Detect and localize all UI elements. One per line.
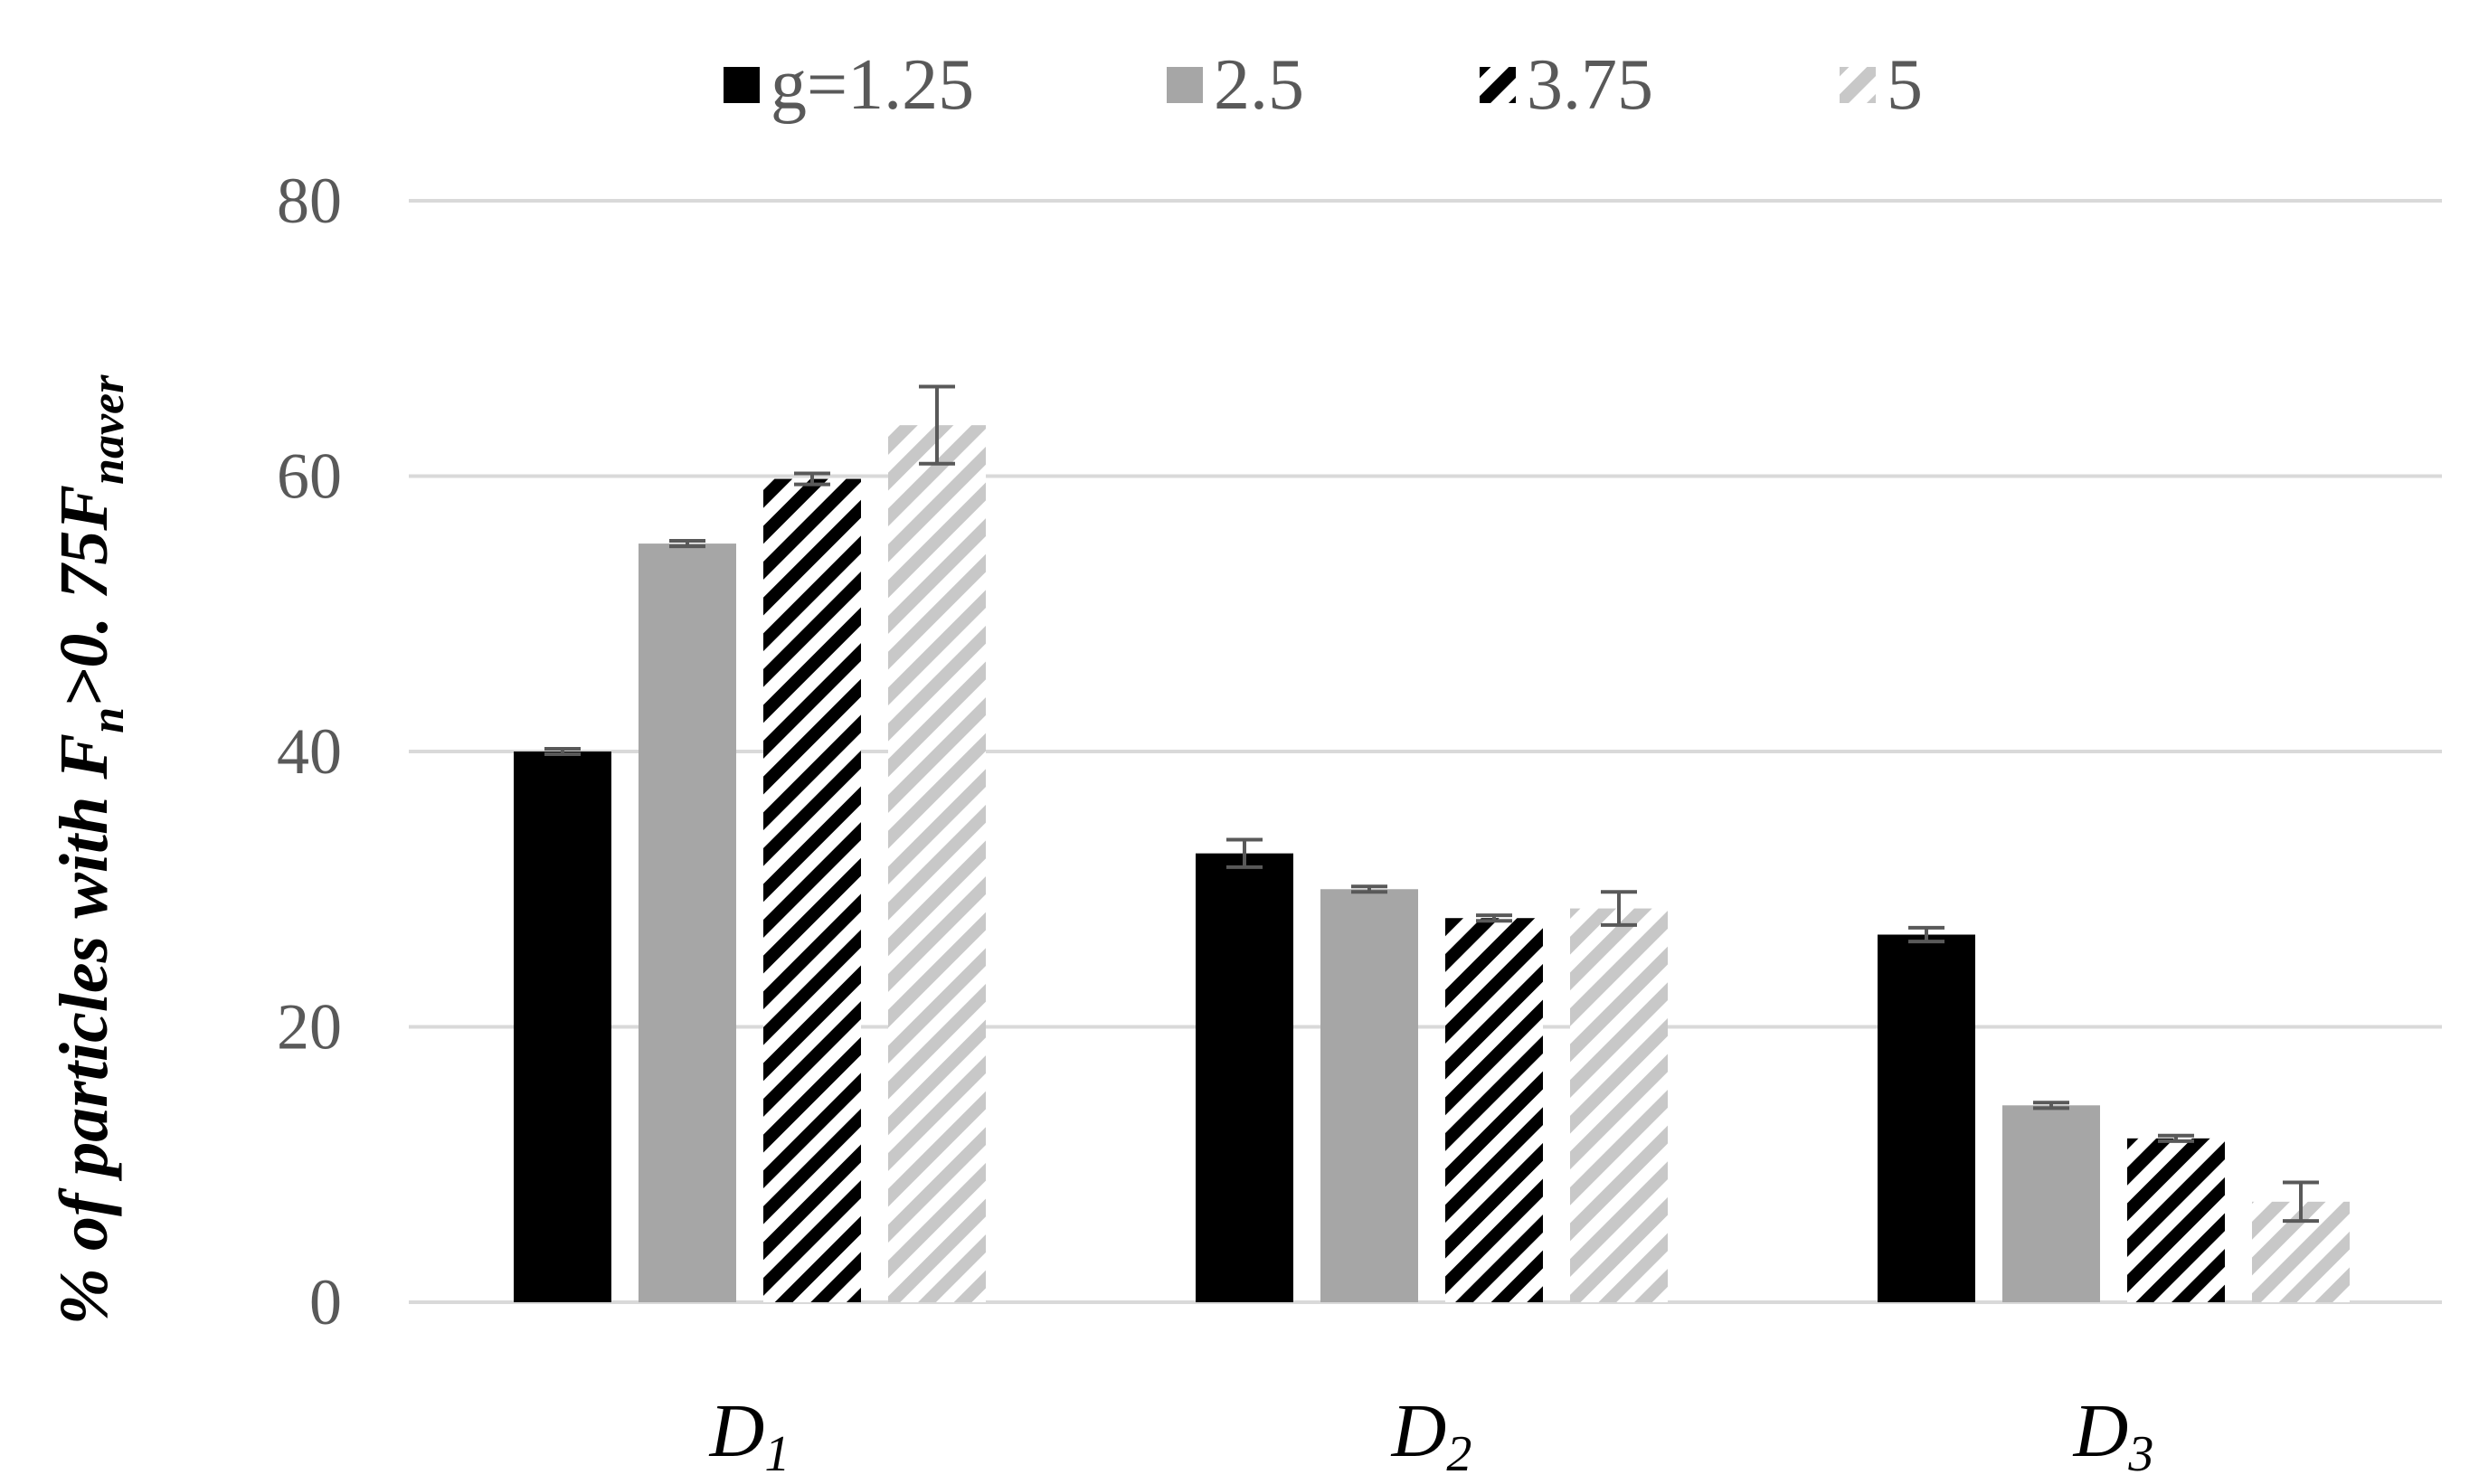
error-bars bbox=[544, 384, 2319, 1224]
bars bbox=[514, 425, 2350, 1303]
y-tick-label-60: 60 bbox=[277, 440, 342, 513]
bar-3.75-cat1 bbox=[763, 478, 861, 1302]
y-tick-label-20: 20 bbox=[277, 991, 342, 1063]
x-axis-categories: D1 D2 D3 bbox=[709, 1389, 2154, 1482]
bar-g=1.25-cat3 bbox=[1878, 934, 1975, 1302]
bar-3.75-cat2 bbox=[1445, 918, 1543, 1302]
bar-g=1.25-cat2 bbox=[1196, 853, 1293, 1302]
error-bar-5-cat3 bbox=[2283, 1180, 2319, 1224]
legend-item-2.5: 2.5 bbox=[1167, 45, 1304, 125]
y-axis-title-prefix: % of particles with F bbox=[46, 733, 122, 1325]
error-bar-2.5-cat3 bbox=[2033, 1101, 2069, 1111]
legend-label-3.75: 3.75 bbox=[1527, 45, 1653, 125]
bar-5-cat1 bbox=[888, 425, 986, 1303]
legend-swatch-3.75 bbox=[1480, 67, 1516, 103]
error-bar-g=1.25-cat2 bbox=[1226, 837, 1263, 869]
x-category-label-2: D2 bbox=[1391, 1389, 1472, 1482]
y-axis-title-sub1: n bbox=[82, 707, 134, 733]
legend-label-5: 5 bbox=[1887, 45, 1923, 125]
error-bar-3.75-cat2 bbox=[1476, 913, 1512, 923]
bar-3.75-cat3 bbox=[2127, 1138, 2225, 1302]
y-axis-ticks: 0 20 40 60 80 bbox=[277, 165, 342, 1338]
legend-swatch-5 bbox=[1840, 67, 1876, 103]
x-category-label-1: D1 bbox=[709, 1389, 790, 1482]
error-bar-g=1.25-cat3 bbox=[1908, 925, 1944, 944]
error-bar-2.5-cat1 bbox=[669, 539, 705, 549]
legend-item-g=1.25: g=1.25 bbox=[724, 45, 974, 125]
legend-item-5: 5 bbox=[1840, 45, 1923, 125]
x-category-label-3: D3 bbox=[2073, 1389, 2154, 1482]
legend-item-3.75: 3.75 bbox=[1480, 45, 1653, 125]
legend: g=1.25 2.5 3.75 5 bbox=[724, 45, 1923, 125]
bar-2.5-cat3 bbox=[2002, 1105, 2100, 1302]
y-tick-label-40: 40 bbox=[277, 715, 342, 788]
y-axis-title-sub2: naver bbox=[82, 374, 134, 485]
legend-label-2.5: 2.5 bbox=[1214, 45, 1304, 125]
error-bar-3.75-cat3 bbox=[2158, 1133, 2194, 1143]
error-bar-5-cat2 bbox=[1601, 890, 1637, 927]
y-tick-label-80: 80 bbox=[277, 165, 342, 237]
error-bar-5-cat1 bbox=[919, 384, 955, 466]
bar-g=1.25-cat1 bbox=[514, 751, 611, 1302]
legend-swatch-g=1.25 bbox=[724, 67, 760, 103]
y-axis-title: % of particles with Fn>0. 75Fnaver bbox=[46, 374, 134, 1325]
bar-5-cat2 bbox=[1570, 908, 1668, 1302]
y-axis-title-mid: >0. 75F bbox=[46, 485, 122, 707]
y-tick-label-0: 0 bbox=[309, 1266, 342, 1338]
bar-2.5-cat2 bbox=[1320, 889, 1418, 1302]
error-bar-g=1.25-cat1 bbox=[544, 746, 581, 757]
error-bar-2.5-cat2 bbox=[1351, 884, 1387, 894]
gridlines bbox=[409, 199, 2442, 1304]
bar-2.5-cat1 bbox=[639, 544, 736, 1302]
error-bar-3.75-cat1 bbox=[794, 471, 830, 487]
legend-label-g=1.25: g=1.25 bbox=[771, 45, 974, 125]
legend-swatch-2.5 bbox=[1167, 67, 1203, 103]
